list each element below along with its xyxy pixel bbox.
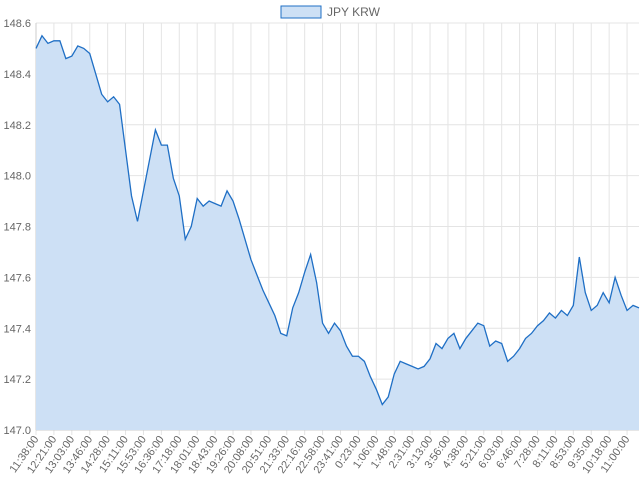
y-tick-label: 147.8 <box>3 222 31 234</box>
legend-label: JPY KRW <box>327 5 381 19</box>
y-tick-label: 147.6 <box>3 272 31 284</box>
y-tick-label: 148.0 <box>3 171 31 183</box>
y-tick-label: 147.2 <box>3 374 31 386</box>
area <box>36 35 639 430</box>
y-tick-label: 148.2 <box>3 120 31 132</box>
y-tick-label: 147.4 <box>3 323 31 335</box>
y-tick-label: 148.6 <box>3 18 31 30</box>
legend-swatch <box>280 5 322 19</box>
y-tick-label: 147.0 <box>3 425 31 437</box>
line <box>35 34 640 406</box>
y-tick-label: 148.4 <box>3 69 31 81</box>
